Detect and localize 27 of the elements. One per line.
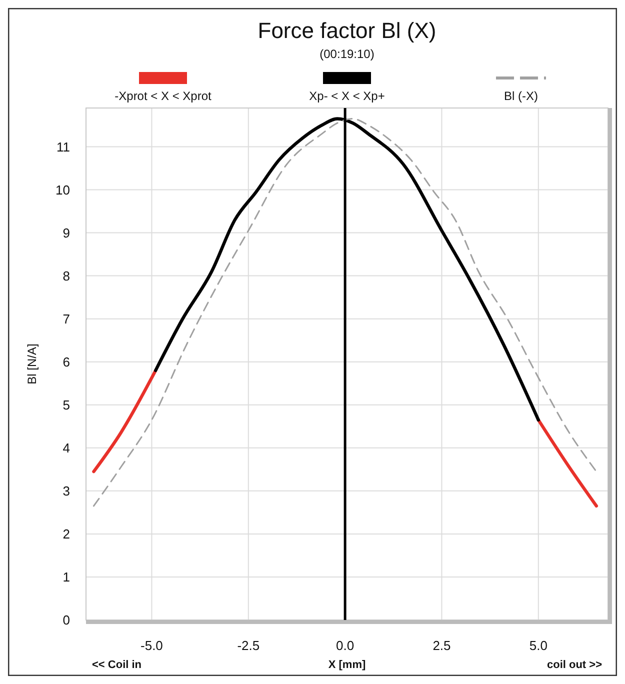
x-tick-label: 0.0 [336, 638, 354, 653]
text: << Coil in [92, 659, 142, 671]
x-tick-label: -2.5 [237, 638, 260, 653]
y-tick-label: 2 [62, 526, 70, 542]
x-tick-label: -5.0 [140, 638, 163, 653]
chart-title: Force factor Bl (X) [258, 18, 436, 43]
legend-label: -Xprot < X < Xprot [114, 89, 212, 103]
x-tick-label: 5.0 [529, 638, 548, 653]
y-axis-title: Bl [N/A] [25, 344, 39, 384]
chart-subtitle: (00:19:10) [320, 47, 374, 61]
text: coil out >> [546, 659, 602, 671]
x-tick-label: 2.5 [432, 638, 451, 653]
legend-label: Xp- < X < Xp+ [309, 89, 385, 103]
x-axis-title: X [mm] [328, 659, 366, 671]
y-tick-label: 6 [62, 354, 70, 370]
y-tick-label: 10 [56, 182, 70, 198]
y-tick-label: 0 [62, 612, 70, 628]
y-tick-label: 4 [62, 440, 70, 456]
y-tick-label: 3 [62, 483, 70, 498]
y-tick-label: 1 [62, 570, 70, 585]
y-tick-label: 11 [56, 139, 70, 154]
y-tick-label: 7 [62, 311, 70, 326]
legend-label: Bl (-X) [504, 89, 538, 103]
line-series [92, 118, 598, 507]
y-tick-label: 9 [62, 225, 70, 240]
y-tick-label: 5 [62, 397, 70, 412]
y-tick-label: 8 [62, 268, 70, 284]
